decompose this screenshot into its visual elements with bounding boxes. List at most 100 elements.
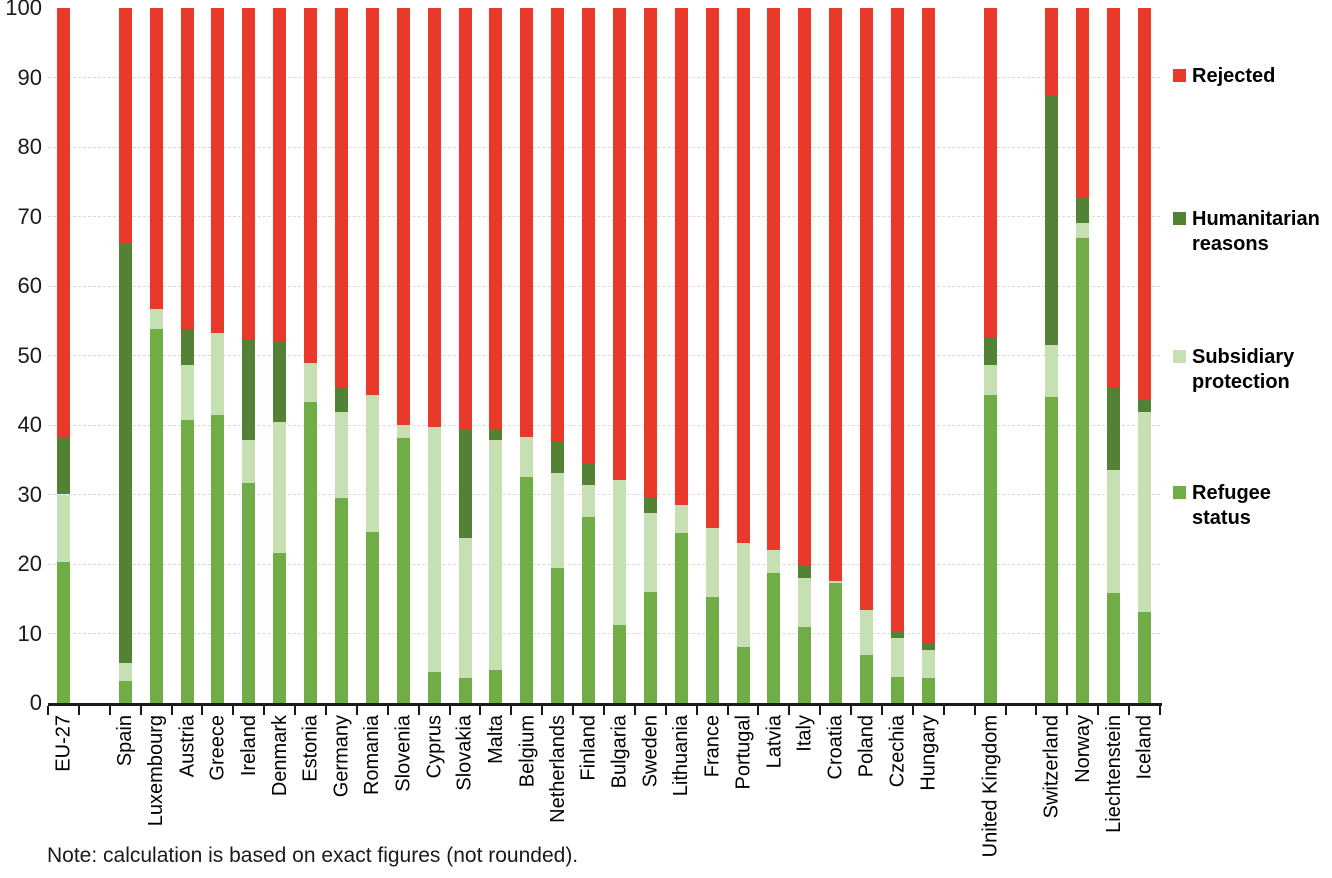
bar-segment-refugee_status-poland [860, 655, 874, 703]
bar-segment-humanitarian_reasons-slovakia [458, 429, 472, 539]
x-axis-category-label: Portugal [732, 715, 754, 790]
bar-segment-humanitarian_reasons-denmark [273, 341, 287, 422]
x-axis-category-label: Norway [1071, 715, 1094, 783]
gridline-80 [48, 146, 1160, 148]
x-axis-category-label: Slovakia [454, 715, 476, 791]
x-axis-tick [263, 706, 266, 715]
bar-segment-subsidiary_protection-czechia [890, 637, 904, 677]
x-axis-category-label: Sweden [639, 715, 662, 788]
x-axis-category-label: Lithuania [670, 715, 693, 797]
bar-segment-rejected-bulgaria [612, 8, 626, 480]
bar-segment-humanitarian_reasons-italy [798, 564, 812, 578]
bar-segment-rejected-greece [211, 8, 225, 334]
bar-segment-humanitarian_reasons-netherlands [551, 441, 565, 473]
bar-segment-refugee_status-luxembourg [149, 329, 163, 703]
bar-segment-subsidiary_protection-austria [180, 365, 194, 421]
bar-segment-subsidiary_protection-hungary [921, 650, 935, 678]
x-axis-tick [1066, 706, 1069, 715]
x-axis-tick [541, 706, 544, 715]
x-axis-category-label: Estonia [299, 715, 322, 782]
bar-segment-rejected-finland [582, 8, 596, 464]
bar-segment-rejected-slovenia [396, 8, 410, 425]
bar-segment-refugee_status-estonia [304, 402, 318, 703]
bar-segment-subsidiary_protection-denmark [273, 421, 287, 553]
x-axis-category-label: Croatia [824, 715, 847, 780]
x-axis-category-label: Italy [793, 715, 816, 752]
x-axis-category-label: Bulgaria [608, 715, 631, 789]
bar-segment-subsidiary_protection-liechtenstein [1107, 470, 1121, 594]
x-axis-tick [757, 706, 760, 715]
y-axis-tick-label: 100 [5, 0, 42, 20]
legend-label-refugee_status: Refugee status [1192, 482, 1271, 529]
bar-segment-subsidiary_protection-lithuania [674, 504, 688, 533]
y-axis-tick-label: 90 [17, 64, 42, 90]
bar-segment-refugee_status-spain [118, 681, 132, 703]
x-axis-tick [355, 706, 358, 715]
bar-segment-subsidiary_protection-belgium [520, 436, 534, 478]
bar-segment-rejected-malta [489, 8, 503, 430]
bar-segment-refugee_status-malta [489, 670, 503, 703]
x-axis-category-label: Belgium [515, 715, 538, 788]
bar-segment-subsidiary_protection-france [705, 527, 719, 597]
bar-segment-subsidiary_protection-slovenia [396, 425, 410, 439]
bar-segment-refugee_status-latvia [767, 573, 781, 703]
bar-segment-subsidiary_protection-bulgaria [612, 479, 626, 626]
x-axis-tick [726, 706, 729, 715]
x-axis-category-label: Iceland [1133, 715, 1156, 780]
x-axis-category-label: Liechtenstein [1102, 715, 1125, 833]
legend-swatch-subsidiary_protection [1173, 350, 1186, 363]
bar-segment-subsidiary_protection-netherlands [551, 472, 565, 569]
bar-segment-refugee_status-croatia [829, 583, 843, 703]
bar-segment-subsidiary_protection-spain [118, 663, 132, 682]
chart-note: Note: calculation is based on exact figu… [47, 844, 579, 867]
x-axis-tick [973, 706, 976, 715]
x-axis-category-label: Latvia [762, 715, 785, 769]
x-axis-tick [448, 706, 451, 715]
x-axis-category-label: Luxembourg [145, 715, 168, 827]
y-axis-tick-label: 0 [29, 690, 42, 715]
bar-segment-subsidiary_protection-luxembourg [149, 308, 163, 330]
x-axis-tick [47, 706, 49, 715]
gridline-30 [48, 494, 1160, 495]
y-axis-tick-label: 40 [17, 412, 42, 437]
x-axis-category-label: Greece [206, 715, 229, 781]
x-axis-line [48, 703, 1162, 706]
x-axis-category-label: Romania [361, 715, 384, 796]
bar-segment-refugee_status-ireland [242, 483, 256, 703]
bar-segment-rejected-poland [860, 8, 874, 610]
bar-segment-refugee_status-sweden [643, 591, 657, 703]
gridline-50 [48, 355, 1160, 356]
x-axis-tick [1128, 706, 1131, 715]
bar-segment-subsidiary_protection-cyprus [427, 427, 441, 672]
x-axis-category-label: Spain [114, 715, 137, 767]
x-axis-tick [603, 706, 605, 715]
bar-segment-humanitarian_reasons-norway [1076, 197, 1090, 223]
gridline-40 [48, 424, 1160, 426]
x-axis-tick [911, 706, 914, 715]
bar-segment-humanitarian_reasons-spain [118, 243, 132, 664]
legend-swatch-humanitarian_reasons [1173, 212, 1186, 225]
bar-segment-rejected-italy [798, 8, 812, 565]
x-axis-tick [170, 706, 173, 715]
x-axis-tick [232, 706, 235, 715]
bar-segment-refugee_status-bulgaria [612, 625, 626, 703]
x-axis-category-label: Cyprus [423, 715, 446, 779]
bar-segment-rejected-cyprus [427, 8, 441, 428]
y-axis-tick-label: 50 [17, 342, 42, 368]
bar-segment-subsidiary_protection-latvia [767, 550, 781, 574]
y-axis-tick-label: 70 [17, 203, 42, 229]
x-axis-category-label: Slovenia [392, 715, 415, 792]
bar-segment-refugee_status-hungary [921, 677, 935, 703]
gridline-90 [48, 77, 1160, 78]
bar-segment-humanitarian_reasons-ireland [242, 340, 256, 441]
y-axis-tick-label: 20 [17, 551, 42, 576]
bar-segment-rejected-switzerland [1045, 8, 1059, 95]
x-axis-category-label: Denmark [268, 715, 291, 797]
x-axis-category-label: EU-27 [52, 715, 75, 772]
bar-segment-rejected-liechtenstein [1107, 8, 1121, 387]
bar-segment-refugee_status-eu-27 [56, 561, 70, 703]
x-axis-category-label: Finland [577, 715, 600, 781]
bar-segment-rejected-eu-27 [56, 8, 70, 439]
x-axis-tick [633, 706, 636, 715]
